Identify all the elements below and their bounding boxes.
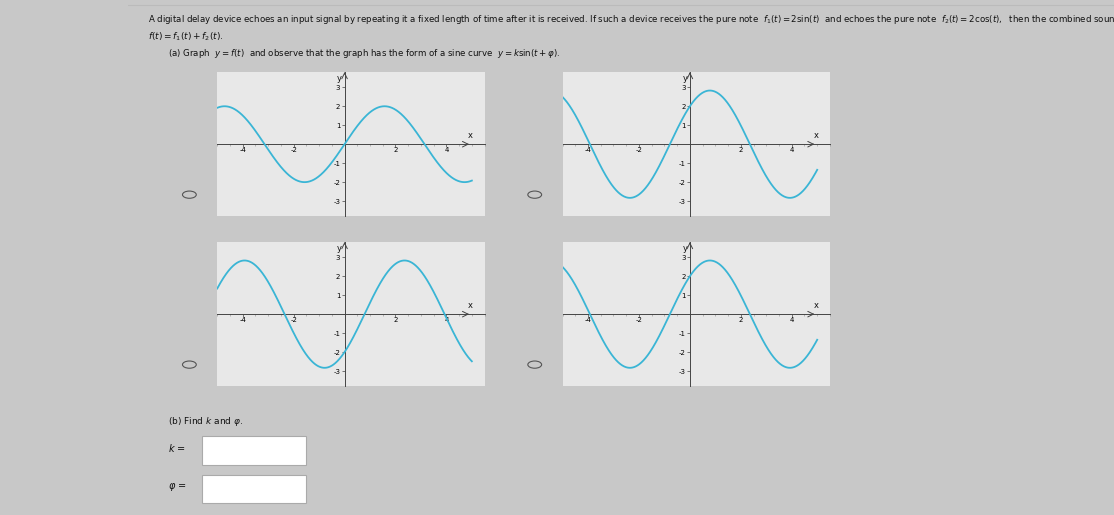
Text: x: x [813, 301, 819, 310]
Text: $k$ =: $k$ = [167, 442, 185, 454]
Text: x: x [468, 301, 473, 310]
Text: y: y [338, 74, 342, 83]
FancyBboxPatch shape [202, 475, 305, 503]
Text: y: y [683, 74, 687, 83]
Text: $\varphi$ =: $\varphi$ = [167, 480, 186, 493]
Text: x: x [813, 131, 819, 140]
Text: A digital delay device echoes an input signal by repeating it a fixed length of : A digital delay device echoes an input s… [148, 13, 1114, 26]
Text: x: x [468, 131, 473, 140]
Text: y: y [683, 244, 687, 253]
Text: $f(t) = f_1(t) + f_2(t).$: $f(t) = f_1(t) + f_2(t).$ [148, 31, 224, 43]
FancyBboxPatch shape [202, 436, 305, 465]
Text: y: y [338, 244, 342, 253]
Text: (b) Find $k$ and $\varphi$.: (b) Find $k$ and $\varphi$. [167, 415, 243, 427]
Text: (a) Graph  $y = f(t)$  and observe that the graph has the form of a sine curve  : (a) Graph $y = f(t)$ and observe that th… [167, 47, 560, 60]
